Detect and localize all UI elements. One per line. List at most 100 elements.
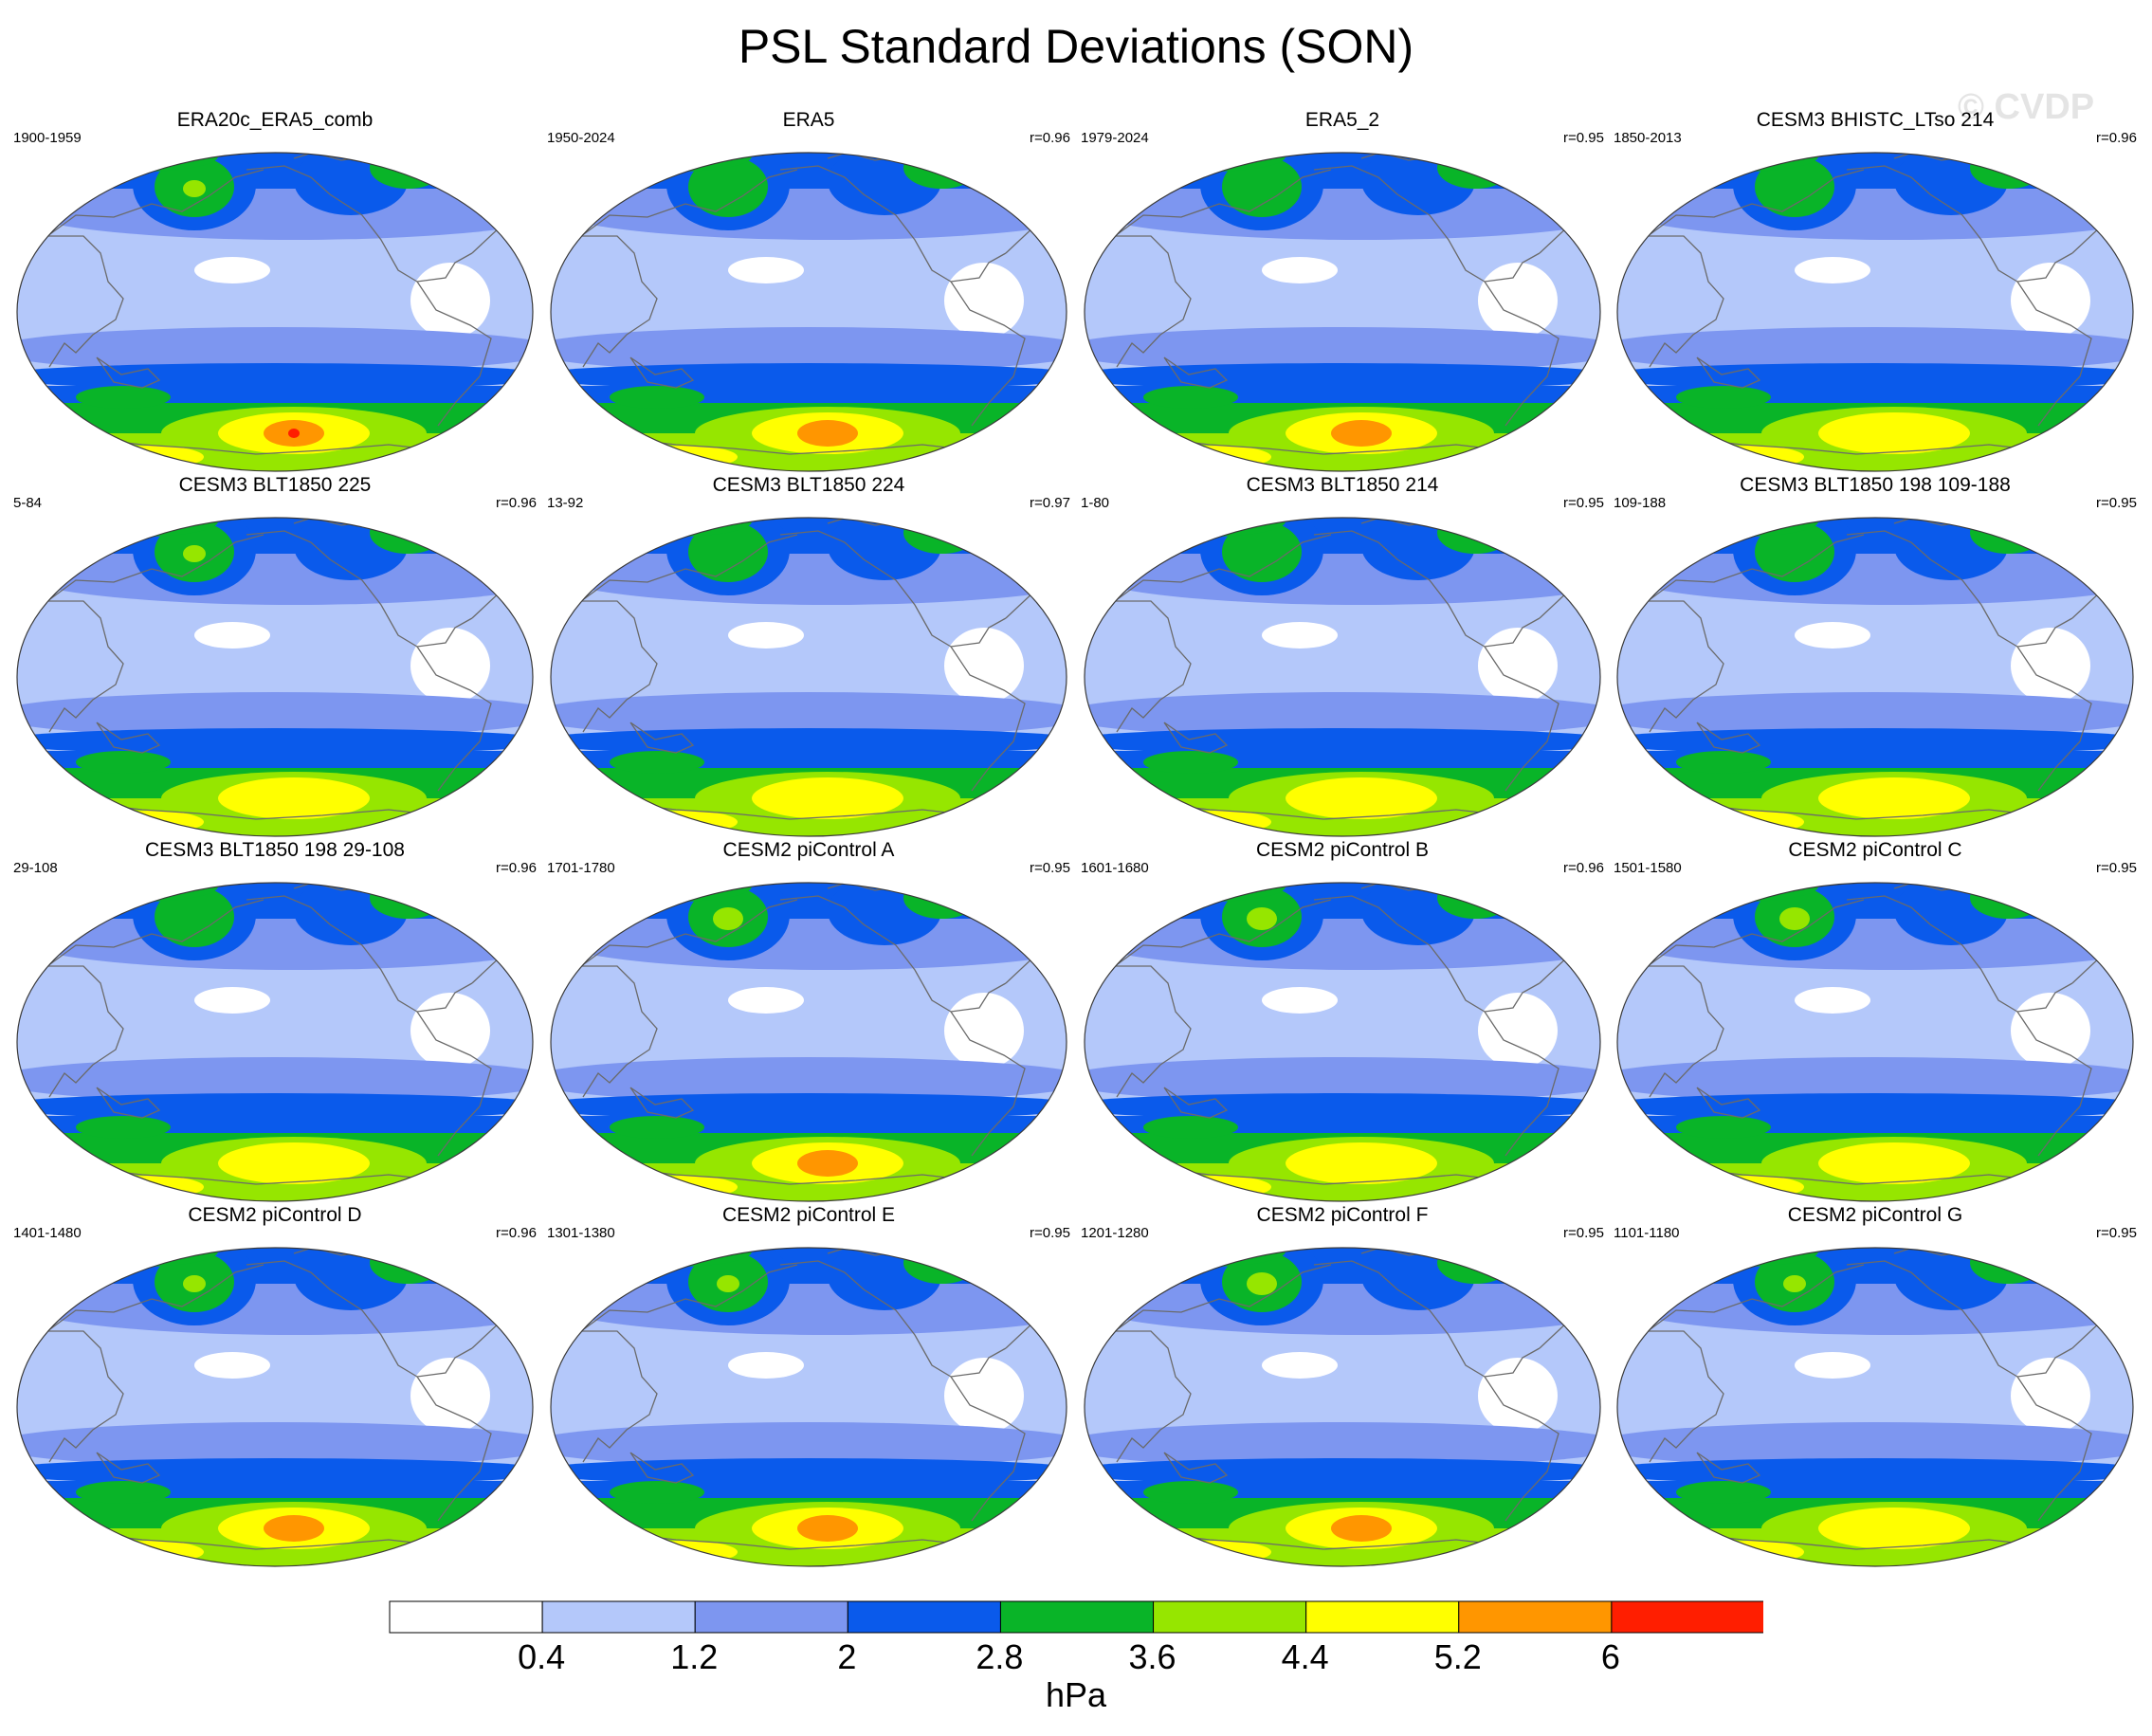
contour-fill (551, 1248, 1067, 1566)
panel-period: 1401-1480 (13, 1225, 82, 1241)
panel-title: ERA5_2 (1304, 109, 1380, 131)
panel-title: CESM3 BLT1850 198 29-108 (145, 839, 405, 861)
psl-stddev-map (550, 517, 1067, 837)
panel-title: CESM3 BLT1850 224 (712, 474, 905, 496)
panel-title: CESM3 BLT1850 198 109-188 (1740, 474, 2011, 496)
panel-title: ERA5 (782, 109, 835, 131)
contour-fill (17, 883, 533, 1201)
contour-fill (551, 883, 1067, 1201)
psl-stddev-map (1084, 882, 1601, 1202)
panel-correlation: r=0.95 (1563, 495, 1604, 511)
colorbar-swatch (1153, 1600, 1307, 1634)
psl-stddev-map (16, 152, 534, 472)
colorbar-swatch (389, 1600, 543, 1634)
contour-fill (17, 518, 533, 836)
panel-period: 1979-2024 (1081, 130, 1149, 146)
map-panel: CESM2 piControl D 1401-1480 r=0.96 (9, 1204, 540, 1567)
colorbar-swatch (1305, 1600, 1460, 1634)
panel-period: 1601-1680 (1081, 860, 1149, 876)
map-panel: CESM3 BLT1850 198 29-108 29-108 r=0.96 (9, 839, 540, 1202)
panel-correlation: r=0.95 (1030, 860, 1070, 876)
panel-correlation: r=0.97 (1030, 495, 1070, 511)
psl-stddev-map (550, 152, 1067, 472)
panel-period: 13-92 (547, 495, 584, 511)
panel-period: 5-84 (13, 495, 43, 511)
map-panel: CESM2 piControl B 1601-1680 r=0.96 (1077, 839, 1608, 1202)
map-panel: CESM3 BLT1850 198 109-188 109-188 r=0.95 (1610, 474, 2141, 837)
panel-period: 1301-1380 (547, 1225, 615, 1241)
psl-stddev-map (1084, 152, 1601, 472)
psl-stddev-map (550, 882, 1067, 1202)
colorbar-tick-label: 4.4 (1281, 1637, 1329, 1676)
contour-fill (551, 153, 1067, 471)
panel-period: 1-80 (1081, 495, 1110, 511)
panel-correlation: r=0.96 (496, 495, 537, 511)
colorbar-swatch (1611, 1600, 1763, 1634)
colorbar (389, 1600, 1763, 1634)
contour-fill (17, 1248, 533, 1566)
panel-period: 1950-2024 (547, 130, 615, 146)
panel-period: 109-188 (1614, 495, 1667, 511)
panel-title: CESM2 piControl E (721, 1204, 896, 1226)
panel-period: 1701-1780 (547, 860, 615, 876)
panel-correlation: r=0.96 (1030, 130, 1070, 146)
psl-stddev-map (1616, 882, 2134, 1202)
map-panel: CESM2 piControl A 1701-1780 r=0.95 (543, 839, 1074, 1202)
panel-title: CESM2 piControl F (1256, 1204, 1429, 1226)
psl-stddev-map (1616, 1247, 2134, 1567)
panel-title: CESM2 piControl G (1787, 1204, 1963, 1226)
colorbar-swatch (541, 1600, 696, 1634)
panel-correlation: r=0.96 (1563, 860, 1604, 876)
contour-fill (1085, 518, 1600, 836)
contour-fill (1085, 1248, 1600, 1566)
panel-period: 29-108 (13, 860, 58, 876)
cvdp-watermark: © CVDP (1958, 87, 2095, 127)
panel-period: 1201-1280 (1081, 1225, 1149, 1241)
colorbar-swatch (694, 1600, 848, 1634)
colorbar-tick-label: 5.2 (1433, 1637, 1482, 1676)
map-panel: CESM3 BLT1850 214 1-80 r=0.95 (1077, 474, 1608, 837)
colorbar-tick-label: 1.2 (670, 1637, 719, 1676)
panel-correlation: r=0.95 (1030, 1225, 1070, 1241)
map-panel: CESM2 piControl F 1201-1280 r=0.95 (1077, 1204, 1608, 1567)
map-panel: CESM2 piControl E 1301-1380 r=0.95 (543, 1204, 1074, 1567)
contour-fill (1085, 883, 1600, 1201)
psl-stddev-map (1084, 1247, 1601, 1567)
panel-correlation: r=0.95 (1563, 130, 1604, 146)
figure-title: PSL Standard Deviations (SON) (738, 20, 1414, 73)
psl-stddev-map (16, 1247, 534, 1567)
panel-period: 1101-1180 (1614, 1225, 1680, 1241)
colorbar-swatch (999, 1600, 1155, 1634)
panel-title: CESM2 piControl A (722, 839, 895, 861)
colorbar-tick-label: 3.6 (1128, 1637, 1176, 1676)
panel-title: CESM2 piControl D (188, 1204, 362, 1226)
map-panel: ERA5 1950-2024 r=0.96 (543, 109, 1074, 472)
map-panel: CESM3 BHISTC_LTso 214 1850-2013 r=0.96 (1610, 109, 2141, 472)
colorbar-swatch (847, 1600, 1001, 1634)
panel-period: 1501-1580 (1614, 860, 1682, 876)
colorbar-units: hPa (1045, 1675, 1107, 1714)
panel-title: CESM3 BLT1850 214 (1246, 474, 1439, 496)
contour-fill (551, 518, 1067, 836)
colorbar-swatch (1458, 1600, 1613, 1634)
psl-stddev-map (1616, 152, 2134, 472)
panel-period: 1850-2013 (1614, 130, 1682, 146)
panel-correlation: r=0.95 (2096, 495, 2137, 511)
psl-stddev-map (16, 882, 534, 1202)
contour-fill (1617, 1248, 2133, 1566)
contour-fill (1617, 883, 2133, 1201)
panel-correlation: r=0.95 (2096, 860, 2137, 876)
colorbar-tick-label: 0.4 (518, 1637, 566, 1676)
panel-period: 1900-1959 (13, 130, 82, 146)
map-panel: CESM2 piControl G 1101-1180 r=0.95 (1610, 1204, 2141, 1567)
colorbar-tick-label: 2 (837, 1637, 857, 1676)
map-panel: ERA5_2 1979-2024 r=0.95 (1077, 109, 1608, 472)
map-panel: CESM3 BLT1850 225 5-84 r=0.96 (9, 474, 540, 837)
panel-correlation: r=0.96 (2096, 130, 2137, 146)
panel-correlation: r=0.96 (496, 860, 537, 876)
colorbar-tick-label: 6 (1600, 1637, 1620, 1676)
contour-fill (1085, 153, 1600, 471)
contour-fill (1617, 518, 2133, 836)
panel-correlation: r=0.95 (1563, 1225, 1604, 1241)
panel-title: CESM3 BHISTC_LTso 214 (1756, 109, 1995, 131)
